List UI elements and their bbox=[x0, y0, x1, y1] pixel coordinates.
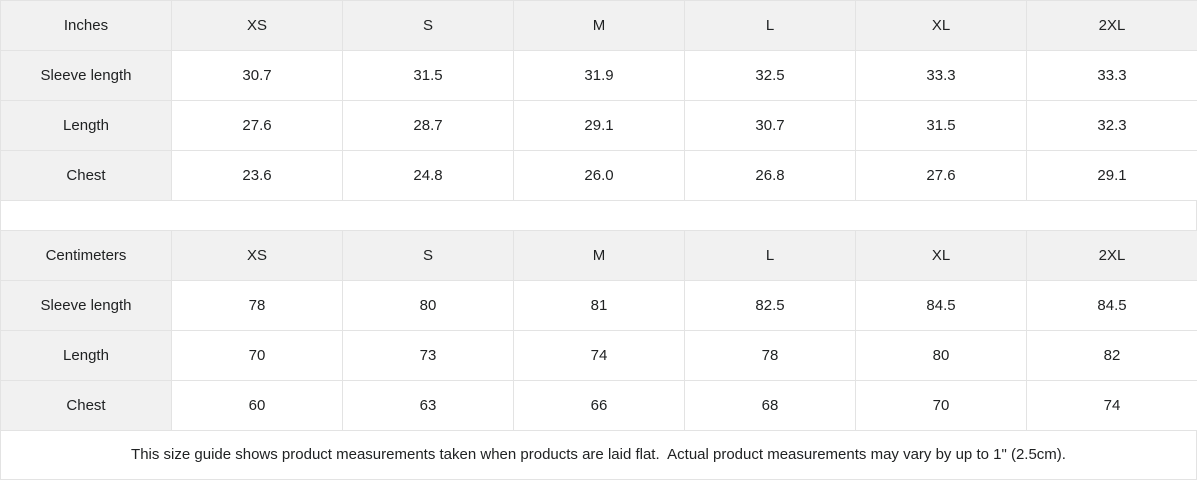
size-header-xl: XL bbox=[855, 0, 1027, 51]
cell-chest-s: 63 bbox=[342, 380, 514, 432]
table-row: Sleeve length 78 80 81 82.5 84.5 84.5 bbox=[0, 280, 1197, 332]
size-table-centimeters: Centimeters XS S M L XL 2XL Sleeve lengt… bbox=[0, 230, 1197, 432]
header-row: Inches XS S M L XL 2XL bbox=[0, 0, 1197, 51]
cell-length-l: 78 bbox=[684, 330, 856, 382]
cell-sleeve-length-2xl: 33.3 bbox=[1026, 50, 1197, 101]
cell-sleeve-length-2xl: 84.5 bbox=[1026, 280, 1197, 332]
cell-chest-m: 26.0 bbox=[513, 150, 685, 201]
cell-length-xs: 27.6 bbox=[171, 100, 343, 151]
row-label-chest: Chest bbox=[0, 150, 172, 201]
cell-chest-m: 66 bbox=[513, 380, 685, 432]
table-body-inches: Sleeve length 30.7 31.5 31.9 32.5 33.3 3… bbox=[0, 50, 1197, 201]
cell-chest-xl: 27.6 bbox=[855, 150, 1027, 201]
cell-chest-xl: 70 bbox=[855, 380, 1027, 432]
size-header-s: S bbox=[342, 0, 514, 51]
cell-sleeve-length-xl: 84.5 bbox=[855, 280, 1027, 332]
cell-length-m: 74 bbox=[513, 330, 685, 382]
size-header-l: L bbox=[684, 0, 856, 51]
cell-chest-xs: 60 bbox=[171, 380, 343, 432]
cell-length-2xl: 32.3 bbox=[1026, 100, 1197, 151]
table-row: Chest 23.6 24.8 26.0 26.8 27.6 29.1 bbox=[0, 150, 1197, 201]
cell-chest-2xl: 29.1 bbox=[1026, 150, 1197, 201]
table-row: Length 70 73 74 78 80 82 bbox=[0, 330, 1197, 382]
cell-chest-s: 24.8 bbox=[342, 150, 514, 201]
cell-sleeve-length-xl: 33.3 bbox=[855, 50, 1027, 101]
size-header-m: M bbox=[513, 0, 685, 51]
size-table-inches: Inches XS S M L XL 2XL Sleeve length 30.… bbox=[0, 0, 1197, 201]
cell-sleeve-length-s: 31.5 bbox=[342, 50, 514, 101]
size-header-m: M bbox=[513, 230, 685, 282]
row-label-chest: Chest bbox=[0, 380, 172, 432]
cell-sleeve-length-l: 32.5 bbox=[684, 50, 856, 101]
size-header-l: L bbox=[684, 230, 856, 282]
size-header-s: S bbox=[342, 230, 514, 282]
table-row: Chest 60 63 66 68 70 74 bbox=[0, 380, 1197, 432]
cell-chest-l: 68 bbox=[684, 380, 856, 432]
cell-length-xl: 80 bbox=[855, 330, 1027, 382]
size-header-xl: XL bbox=[855, 230, 1027, 282]
size-header-2xl: 2XL bbox=[1026, 0, 1197, 51]
row-label-length: Length bbox=[0, 100, 172, 151]
cell-sleeve-length-s: 80 bbox=[342, 280, 514, 332]
table-row: Sleeve length 30.7 31.5 31.9 32.5 33.3 3… bbox=[0, 50, 1197, 101]
cell-length-s: 28.7 bbox=[342, 100, 514, 151]
table-row: Length 27.6 28.7 29.1 30.7 31.5 32.3 bbox=[0, 100, 1197, 151]
cell-length-xs: 70 bbox=[171, 330, 343, 382]
row-label-length: Length bbox=[0, 330, 172, 382]
size-header-2xl: 2XL bbox=[1026, 230, 1197, 282]
table-header-inches: Inches XS S M L XL 2XL bbox=[0, 0, 1197, 51]
cell-sleeve-length-m: 81 bbox=[513, 280, 685, 332]
cell-sleeve-length-m: 31.9 bbox=[513, 50, 685, 101]
row-label-sleeve-length: Sleeve length bbox=[0, 280, 172, 332]
cell-length-m: 29.1 bbox=[513, 100, 685, 151]
cell-chest-xs: 23.6 bbox=[171, 150, 343, 201]
table-header-centimeters: Centimeters XS S M L XL 2XL bbox=[0, 230, 1197, 282]
cell-chest-l: 26.8 bbox=[684, 150, 856, 201]
header-row: Centimeters XS S M L XL 2XL bbox=[0, 230, 1197, 282]
cell-length-2xl: 82 bbox=[1026, 330, 1197, 382]
table-spacer bbox=[0, 201, 1197, 231]
unit-label-inches: Inches bbox=[0, 0, 172, 51]
cell-sleeve-length-xs: 30.7 bbox=[171, 50, 343, 101]
cell-chest-2xl: 74 bbox=[1026, 380, 1197, 432]
size-header-xs: XS bbox=[171, 230, 343, 282]
size-guide-footnote: This size guide shows product measuremen… bbox=[0, 431, 1197, 480]
cell-length-xl: 31.5 bbox=[855, 100, 1027, 151]
cell-sleeve-length-xs: 78 bbox=[171, 280, 343, 332]
size-header-xs: XS bbox=[171, 0, 343, 51]
cell-sleeve-length-l: 82.5 bbox=[684, 280, 856, 332]
unit-label-centimeters: Centimeters bbox=[0, 230, 172, 282]
table-body-centimeters: Sleeve length 78 80 81 82.5 84.5 84.5 Le… bbox=[0, 280, 1197, 432]
cell-length-l: 30.7 bbox=[684, 100, 856, 151]
row-label-sleeve-length: Sleeve length bbox=[0, 50, 172, 101]
cell-length-s: 73 bbox=[342, 330, 514, 382]
